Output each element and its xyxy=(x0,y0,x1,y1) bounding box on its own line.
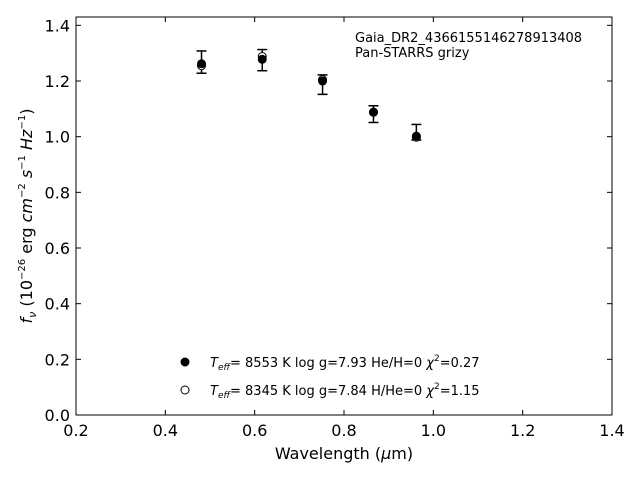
legend-entry: Teff= 8553 K log g=7.93 He/H=0 χ2=0.27 xyxy=(210,354,480,373)
x-tick-label: 1.4 xyxy=(599,421,624,440)
data-markers xyxy=(198,53,421,142)
y-tick-label: 1.4 xyxy=(45,16,70,35)
x-tick-label: 0.4 xyxy=(153,421,178,440)
annotation-survey: Pan-STARRS grizy xyxy=(355,46,470,61)
error-bars xyxy=(197,50,422,140)
x-tick-label: 0.8 xyxy=(331,421,356,440)
y-axis-label: fν (10−26 erg cm−2 s−1 Hz−1) xyxy=(17,109,39,324)
model-point-filled xyxy=(319,77,327,85)
model-point-filled xyxy=(198,60,206,68)
svg-text:Wavelength (μm): Wavelength (μm) xyxy=(275,444,413,463)
x-tick-label: 0.6 xyxy=(242,421,267,440)
y-tick-label: 0.8 xyxy=(45,183,70,202)
x-tick-label: 1.2 xyxy=(510,421,535,440)
x-tick-label: 1.0 xyxy=(421,421,446,440)
legend-marker-filled xyxy=(181,358,189,366)
legend: Teff= 8553 K log g=7.93 He/H=0 χ2=0.27 Te… xyxy=(181,354,480,401)
x-axis-label: Wavelength (μm) xyxy=(275,444,413,463)
model-point-filled xyxy=(412,132,420,140)
y-tick-label: 0.2 xyxy=(45,350,70,369)
y-tick-label: 1.2 xyxy=(45,72,70,91)
y-tick-label: 0.6 xyxy=(45,239,70,258)
y-tick-label: 0.0 xyxy=(45,406,70,425)
y-tick-label: 1.0 xyxy=(45,128,70,147)
model-point-filled xyxy=(258,55,266,63)
y-tick-label: 0.4 xyxy=(45,295,70,314)
x-axis-ticks: 0.2 0.4 0.6 0.8 1.0 1.2 1.4 xyxy=(63,17,624,440)
model-point-filled xyxy=(369,108,377,116)
annotation-object-name: Gaia_DR2_4366155146278913408 xyxy=(355,31,582,46)
legend-marker-open xyxy=(181,386,189,394)
legend-entry: Teff= 8345 K log g=7.84 H/He=0 χ2=1.15 xyxy=(210,382,480,401)
svg-text:fν (10−26 erg cm−2 s−1 Hz−1): fν (10−26 erg cm−2 s−1 Hz−1) xyxy=(17,109,39,324)
